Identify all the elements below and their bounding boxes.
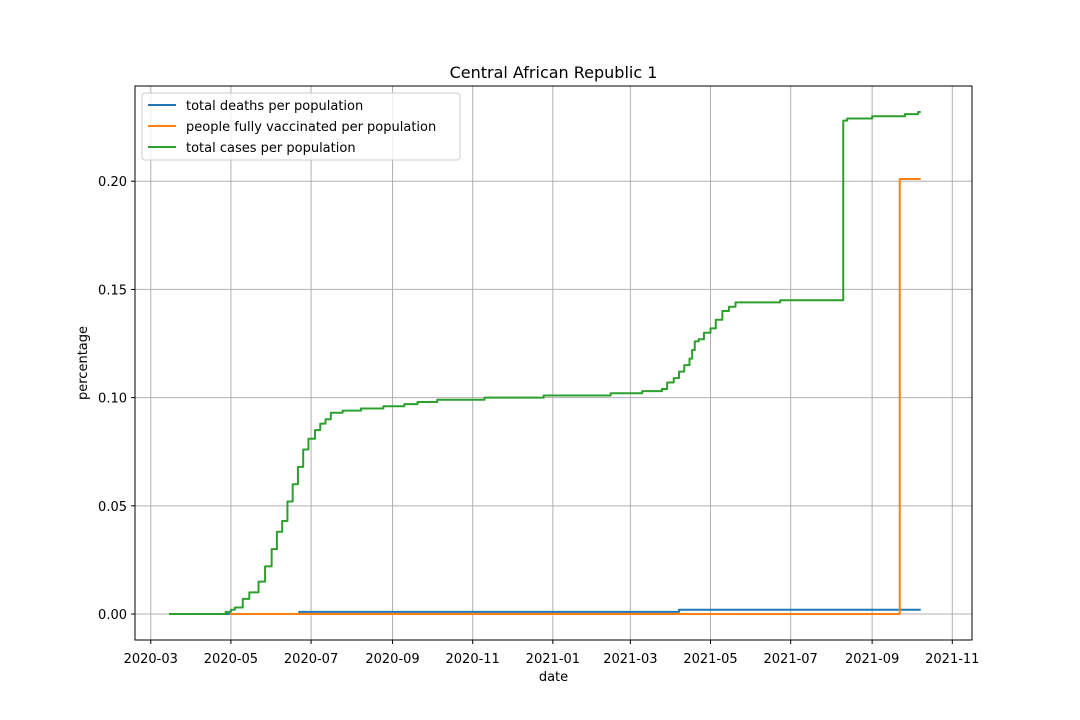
x-tick-label: 2020-09 — [365, 652, 419, 667]
legend-box — [141, 92, 461, 161]
x-tick-label: 2021-11 — [925, 652, 979, 667]
y-tick-label: 0.15 — [98, 283, 127, 298]
y-tick-label: 0.10 — [98, 392, 127, 407]
plot-frame — [134, 85, 973, 641]
x-tick-label: 2020-11 — [446, 652, 500, 667]
y-axis-label: percentage — [76, 326, 91, 400]
x-axis-label: date — [539, 670, 568, 685]
x-tick-label: 2021-07 — [764, 652, 818, 667]
y-tick-label: 0.00 — [98, 608, 127, 623]
legend-label-total-cases: total cases per population — [186, 141, 356, 156]
series-line-total-cases — [169, 110, 921, 616]
legend-label-total-deaths: total deaths per population — [186, 99, 363, 114]
series-line-fully-vaccinated — [229, 178, 921, 616]
series-lines — [169, 110, 921, 616]
grid-lines — [135, 86, 972, 640]
chart-title: Central African Republic 1 — [450, 63, 658, 82]
x-tick-label: 2020-07 — [284, 652, 338, 667]
legend: total deaths per population people fully… — [141, 92, 461, 161]
x-tick-label: 2020-03 — [124, 652, 178, 667]
x-axis-ticks: 2020-03 2020-05 2020-07 2020-09 2020-11 2021-… — [124, 640, 979, 667]
legend-label-fully-vaccinated: people fully vaccinated per population — [186, 120, 436, 135]
y-axis-ticks: 0.00 0.05 0.10 0.15 0.20 — [98, 175, 135, 623]
x-tick-label: 2021-01 — [526, 652, 580, 667]
y-tick-label: 0.20 — [98, 175, 127, 190]
x-tick-label: 2021-03 — [603, 652, 657, 667]
x-tick-label: 2021-09 — [845, 652, 899, 667]
x-tick-label: 2021-05 — [683, 652, 737, 667]
x-tick-label: 2020-05 — [204, 652, 258, 667]
y-tick-label: 0.05 — [98, 500, 127, 515]
